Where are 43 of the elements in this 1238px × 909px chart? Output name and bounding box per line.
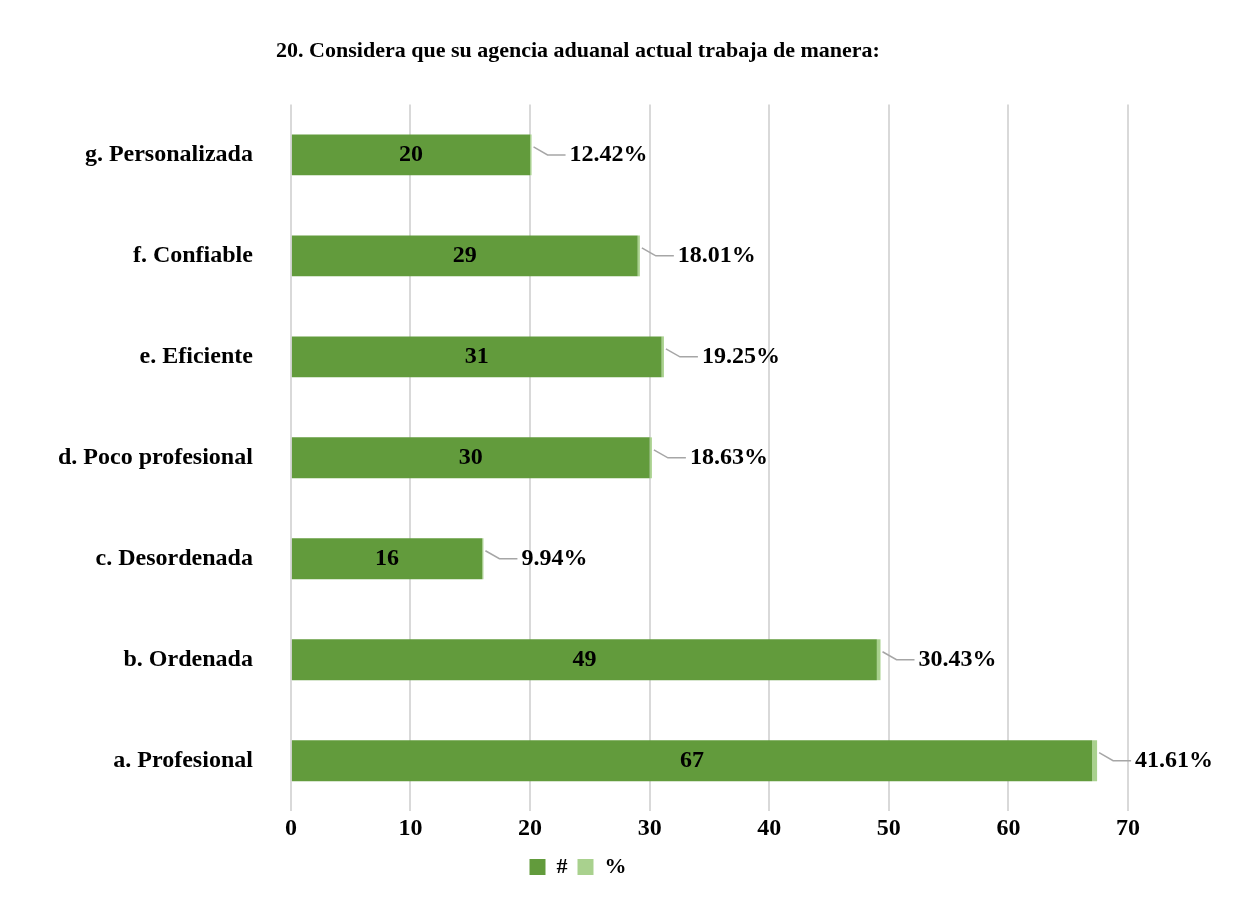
data-label: 30 — [458, 443, 483, 469]
bar — [291, 336, 662, 378]
chart-title: 20. Considera que su agencia aduanal actual trabaja de manera: — [276, 36, 880, 62]
legend-label: % — [604, 852, 627, 878]
x-tick-label: 10 — [398, 813, 423, 840]
bar — [291, 134, 531, 176]
bar — [637, 235, 640, 277]
data-label: 18.01% — [677, 241, 756, 268]
data-label: 18.63% — [689, 443, 768, 469]
data-label: 30.43% — [918, 644, 997, 671]
data-label: 67 — [680, 745, 705, 772]
x-tick-label: 40 — [757, 813, 782, 840]
y-tick-label: e. Eficiente — [139, 342, 254, 369]
bar — [1092, 740, 1098, 782]
legend-label: # — [556, 852, 568, 878]
x-tick-label: 0 — [284, 813, 297, 840]
y-tick-label: a. Profesional — [113, 745, 254, 772]
bar — [291, 740, 1093, 782]
x-tick-label: 60 — [996, 813, 1021, 840]
bar — [649, 437, 652, 479]
y-tick-label: c. Desordenada — [95, 543, 253, 570]
x-tick-label: 20 — [518, 813, 543, 840]
data-label: 20 — [398, 140, 423, 167]
bar — [291, 235, 638, 277]
x-tick-label: 50 — [876, 813, 901, 840]
y-tick-label: g. Personalizada — [84, 140, 253, 167]
bar — [291, 639, 877, 681]
y-tick-label: d. Poco profesional — [57, 443, 254, 469]
data-label: 41.61% — [1135, 745, 1214, 772]
y-tick-label: b. Ordenada — [123, 644, 253, 671]
x-tick-label: 30 — [637, 813, 662, 840]
bar — [291, 437, 650, 479]
x-tick-label: 70 — [1116, 813, 1140, 840]
bar — [291, 538, 483, 580]
data-label: 9.94% — [521, 543, 588, 570]
data-label: 19.25% — [701, 342, 780, 369]
data-label: 16 — [375, 543, 400, 570]
bar — [876, 639, 881, 681]
data-label: 12.42% — [569, 140, 648, 167]
data-label: 49 — [572, 644, 597, 671]
data-label: 29 — [452, 241, 477, 268]
data-label: 31 — [464, 342, 489, 369]
y-tick-label: f. Confiable — [132, 241, 254, 268]
